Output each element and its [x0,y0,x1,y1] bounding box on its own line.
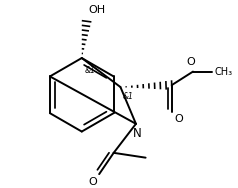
Text: O: O [187,57,195,67]
Text: OH: OH [89,5,106,15]
Text: O: O [175,114,183,124]
Text: N: N [133,127,141,140]
Text: &1: &1 [122,92,133,101]
Text: O: O [89,177,97,187]
Text: &1: &1 [85,66,95,75]
Text: CH₃: CH₃ [214,67,232,77]
